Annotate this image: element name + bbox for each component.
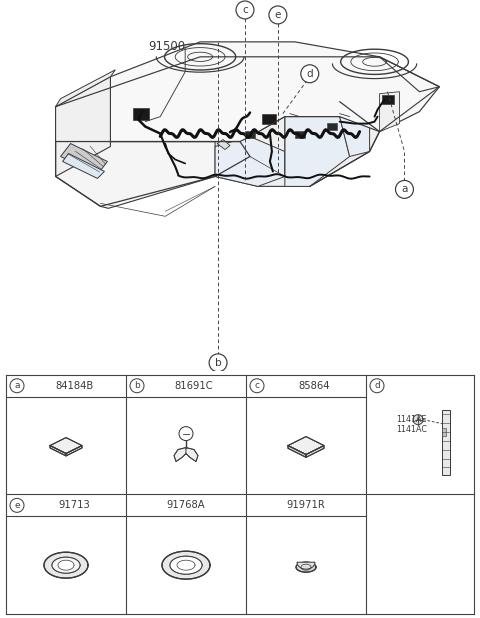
Circle shape	[10, 379, 24, 392]
Polygon shape	[340, 117, 370, 156]
FancyBboxPatch shape	[245, 130, 255, 138]
Polygon shape	[44, 552, 88, 578]
Polygon shape	[296, 562, 316, 572]
Circle shape	[396, 180, 413, 198]
Text: 91768A: 91768A	[167, 501, 205, 510]
Text: 91500: 91500	[148, 40, 185, 53]
Circle shape	[301, 65, 319, 83]
Circle shape	[209, 354, 227, 372]
Text: 91971R: 91971R	[287, 501, 325, 510]
Text: 85864: 85864	[298, 381, 330, 391]
Polygon shape	[56, 142, 250, 208]
Polygon shape	[288, 446, 306, 457]
Polygon shape	[170, 556, 202, 574]
Text: a: a	[14, 381, 20, 390]
Text: b: b	[215, 358, 221, 368]
Polygon shape	[50, 438, 82, 454]
Polygon shape	[288, 436, 324, 454]
Polygon shape	[186, 447, 198, 462]
Text: a: a	[401, 184, 408, 195]
Polygon shape	[442, 410, 450, 475]
Text: 81691C: 81691C	[175, 381, 213, 391]
Circle shape	[10, 498, 24, 512]
Text: c: c	[242, 5, 248, 15]
Polygon shape	[50, 446, 66, 456]
Polygon shape	[217, 140, 230, 150]
Polygon shape	[442, 428, 446, 436]
FancyBboxPatch shape	[133, 108, 149, 120]
Polygon shape	[62, 153, 105, 179]
FancyBboxPatch shape	[327, 122, 336, 130]
Circle shape	[250, 379, 264, 392]
Polygon shape	[306, 446, 324, 457]
Circle shape	[236, 1, 254, 19]
Text: 91713: 91713	[58, 501, 90, 510]
Circle shape	[413, 415, 423, 425]
Polygon shape	[215, 137, 285, 187]
Polygon shape	[66, 446, 82, 456]
Polygon shape	[285, 117, 349, 187]
Polygon shape	[60, 143, 108, 174]
Polygon shape	[162, 551, 210, 579]
Polygon shape	[56, 77, 110, 176]
Text: 1141AC: 1141AC	[396, 425, 427, 434]
Text: e: e	[275, 10, 281, 20]
Text: e: e	[14, 501, 20, 510]
Text: d: d	[374, 381, 380, 390]
Polygon shape	[56, 70, 115, 107]
FancyBboxPatch shape	[262, 114, 276, 124]
Circle shape	[269, 6, 287, 24]
Polygon shape	[380, 91, 399, 132]
Circle shape	[130, 379, 144, 392]
Circle shape	[370, 379, 384, 392]
Polygon shape	[52, 557, 80, 573]
FancyBboxPatch shape	[295, 130, 305, 138]
Text: b: b	[134, 381, 140, 390]
Polygon shape	[56, 42, 439, 142]
Text: 84184B: 84184B	[55, 381, 93, 391]
Text: d: d	[306, 69, 313, 78]
Polygon shape	[174, 447, 186, 462]
Text: c: c	[254, 381, 260, 390]
Polygon shape	[58, 560, 74, 570]
Text: 1141AE: 1141AE	[396, 415, 427, 424]
Polygon shape	[215, 87, 380, 187]
FancyBboxPatch shape	[382, 95, 394, 104]
Polygon shape	[297, 562, 315, 569]
